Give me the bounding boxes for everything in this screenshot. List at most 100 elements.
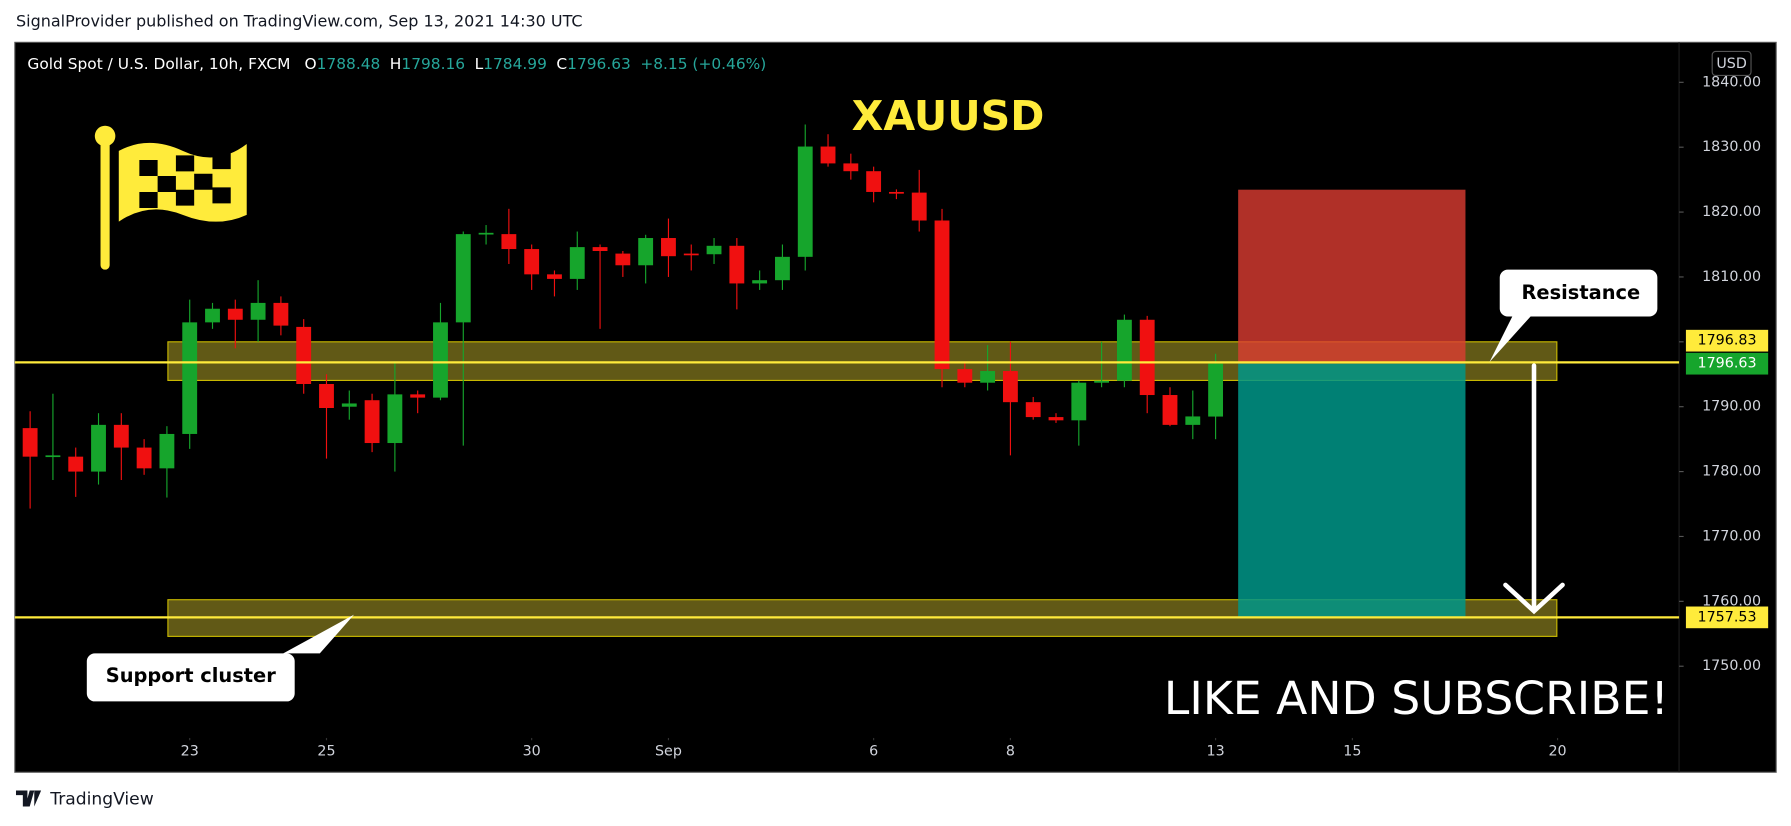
candle-body [1116, 319, 1132, 381]
cta-text: LIKE AND SUBSCRIBE! [1164, 672, 1669, 725]
change-value: +8.15 (+0.46%) [640, 55, 766, 73]
candle-body [1185, 416, 1201, 425]
x-tick-label: 30 [523, 744, 541, 760]
x-tick-label: Sep [655, 744, 682, 760]
current-price-box [1685, 352, 1769, 375]
candle-body [752, 280, 768, 284]
candle-body [22, 428, 38, 457]
candle-body [1002, 371, 1018, 403]
chart-title: Gold Spot / U.S. Dollar, 10h, FXCM [27, 55, 290, 73]
ohlc-key: H [390, 55, 402, 73]
candle-body [1139, 319, 1155, 396]
candle-body [569, 247, 585, 279]
candle-body [889, 191, 904, 194]
support-callout: Support cluster [86, 614, 355, 702]
x-tick-label: 13 [1207, 744, 1225, 760]
ohlc-key: C [556, 55, 567, 73]
y-tick-label: 1820.00 [1702, 204, 1761, 220]
candle-body [547, 274, 562, 279]
candle-body [455, 234, 471, 323]
candle-body [159, 433, 175, 469]
y-tick-label: 1770.00 [1702, 528, 1761, 544]
candle-body [205, 308, 220, 323]
candle-body [1071, 382, 1087, 421]
candle-body [934, 220, 950, 370]
y-tick-label: 1750.00 [1702, 658, 1761, 674]
candle-body [911, 192, 927, 221]
candle-body [136, 447, 152, 469]
candle-body [273, 302, 289, 326]
candle-body [1162, 395, 1178, 425]
ohlc-value: 1796.63 [567, 55, 631, 73]
currency-box [1711, 50, 1752, 77]
candle-body [1094, 380, 1110, 383]
resistance-label: Resistance [1521, 281, 1640, 304]
candle-body [91, 424, 106, 472]
publish-note: SignalProvider published on TradingView.… [16, 11, 583, 30]
y-tick-label: 1780.00 [1702, 464, 1761, 480]
ohlc-value: 1798.16 [401, 55, 465, 73]
candle-body [45, 455, 61, 458]
y-tick-label: 1760.00 [1702, 593, 1761, 609]
candle-body [227, 308, 243, 320]
x-tick-label: 6 [869, 744, 878, 760]
x-tick-label: 25 [317, 744, 335, 760]
price-label: 1757.53 [1698, 609, 1757, 625]
candle-body [638, 238, 654, 266]
candle-body [296, 326, 312, 384]
candle-body [1208, 363, 1224, 417]
candle-body [957, 369, 973, 383]
candle-body [410, 394, 426, 398]
candle-body [592, 247, 608, 251]
y-tick-label: 1790.00 [1702, 399, 1761, 415]
y-tick-label: 1810.00 [1702, 269, 1761, 285]
candle-body [1025, 402, 1041, 418]
price-label-box [1685, 329, 1769, 352]
x-tick-label: 8 [1006, 744, 1015, 760]
price-label-box [1685, 606, 1769, 629]
candle-body [501, 234, 517, 250]
ohlc-value: 1788.48 [317, 55, 381, 73]
candle-body [661, 238, 676, 257]
candle-body [113, 424, 129, 448]
chart-header: Gold Spot / U.S. Dollar, 10h, FXCM O1788… [27, 55, 766, 73]
candle-body [980, 371, 996, 383]
y-tick-label: 1840.00 [1702, 74, 1761, 90]
target-zone [1238, 363, 1466, 618]
candle-body [729, 245, 745, 284]
ohlc-key: O [304, 55, 316, 73]
candle-body [250, 302, 266, 320]
stop-zone [1238, 189, 1466, 364]
x-tick-label: 15 [1343, 744, 1361, 760]
currency-label: USD [1716, 56, 1746, 72]
candle-body [341, 403, 357, 407]
candle-body [706, 245, 722, 255]
support-label: Support cluster [106, 664, 276, 687]
candle-body [615, 253, 631, 266]
candle-body [775, 256, 790, 281]
ohlc-value: 1784.99 [483, 55, 547, 73]
candle-body [387, 394, 403, 444]
candle-body [319, 383, 334, 409]
down-arrow [1503, 363, 1565, 615]
ohlc-key: L [475, 55, 484, 73]
current-price-label: 1796.63 [1698, 356, 1757, 372]
candle-body [68, 456, 84, 472]
brand-logo [15, 790, 42, 807]
candle-body [843, 163, 859, 172]
candle-body [433, 322, 448, 398]
candle-body [524, 249, 540, 275]
candle-body [478, 232, 494, 235]
resistance-callout: Resistance [1489, 269, 1658, 363]
candle-body [1048, 417, 1064, 421]
brand-name: TradingView [49, 790, 153, 810]
x-tick-label: 20 [1548, 744, 1566, 760]
y-tick-label: 1830.00 [1702, 139, 1761, 155]
flag-icon [94, 125, 247, 270]
candle-body [866, 171, 882, 192]
candle-body [364, 400, 380, 444]
price-label: 1796.83 [1698, 333, 1757, 349]
candle-body [182, 322, 198, 434]
candle-body [820, 146, 836, 164]
